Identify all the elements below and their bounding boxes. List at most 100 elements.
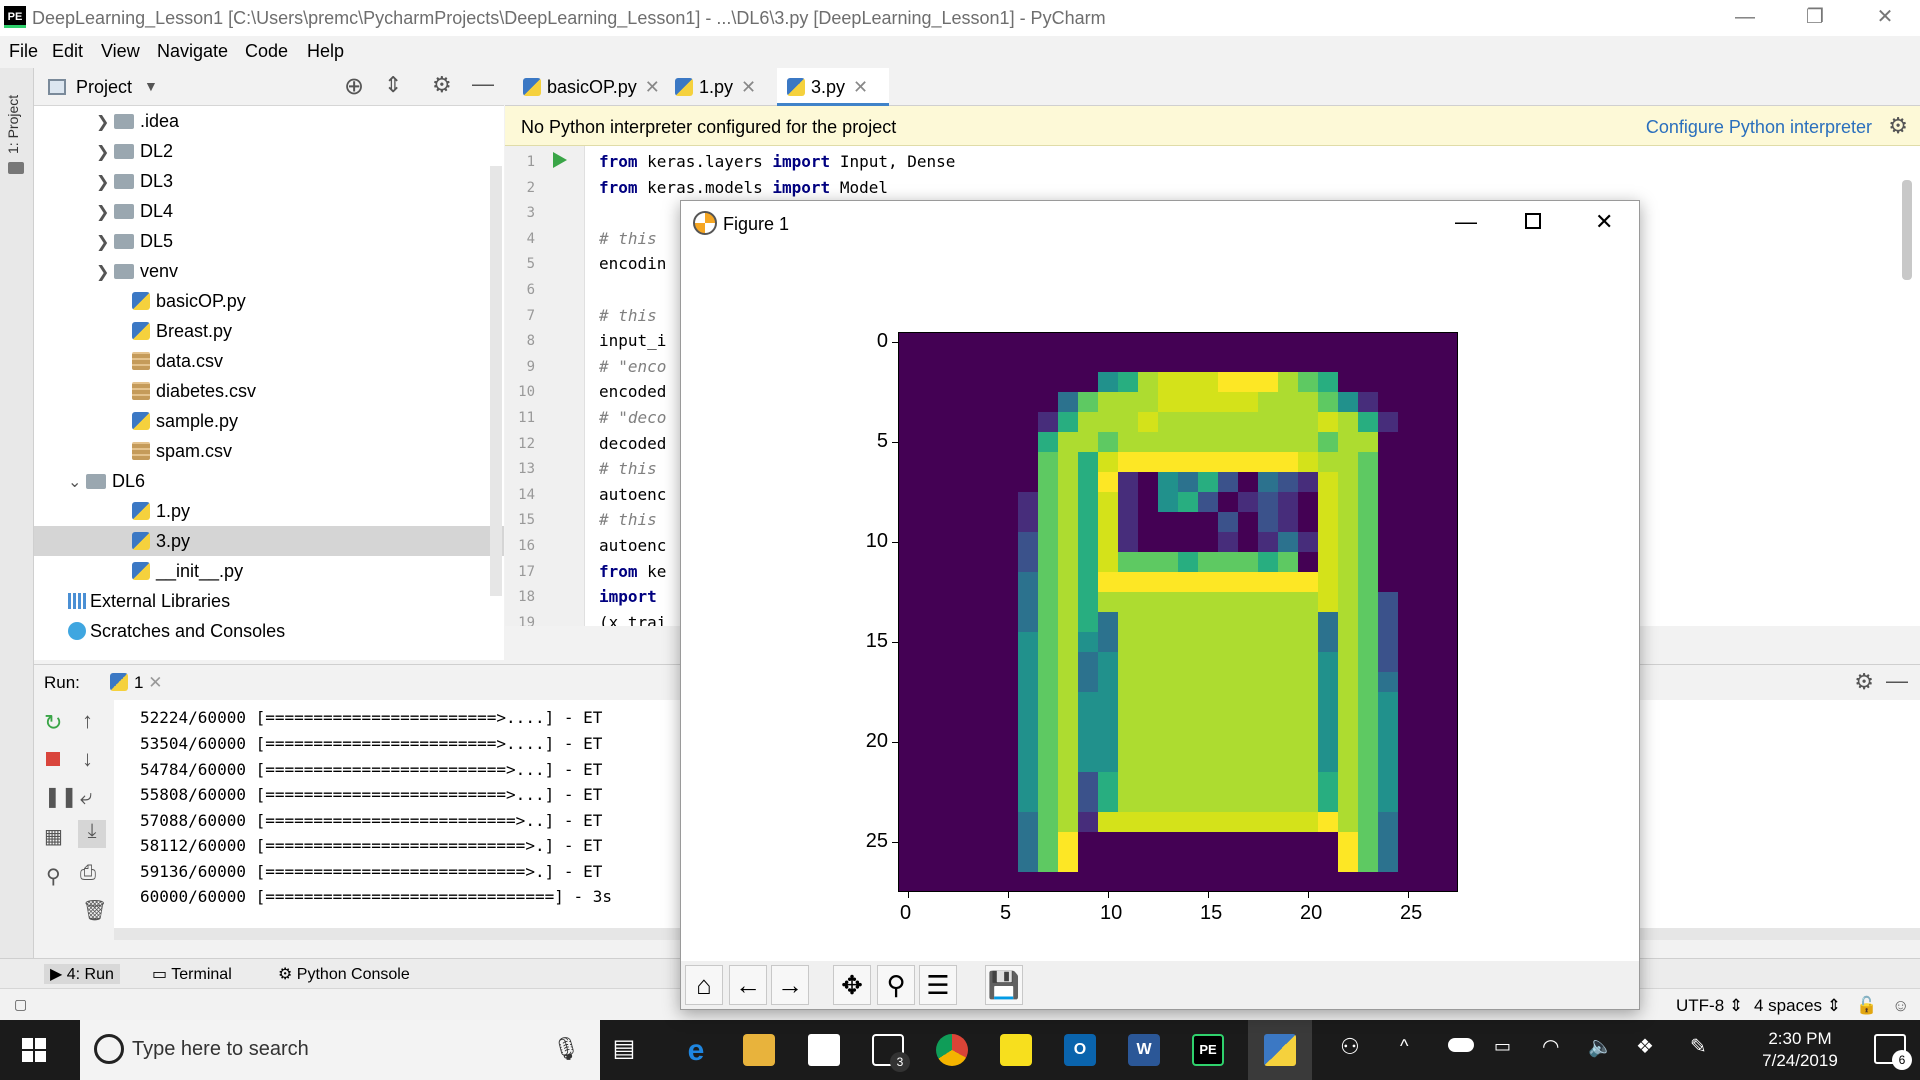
microphone-icon[interactable]: 🎙 bbox=[552, 1036, 580, 1061]
tree-item-dl4[interactable]: ❯ DL4 bbox=[96, 196, 173, 226]
gear-icon[interactable]: ⚙ bbox=[432, 72, 452, 97]
tree-item-idea[interactable]: ❯ .idea bbox=[96, 106, 179, 136]
file-explorer-icon[interactable] bbox=[743, 1034, 775, 1066]
gear-icon[interactable]: ⚙ bbox=[1888, 113, 1908, 138]
inspector-icon[interactable]: ☺ bbox=[1892, 996, 1910, 1015]
tree-item-diabetes-csv[interactable]: diabetes.csv bbox=[132, 376, 256, 406]
project-view-label[interactable]: Project bbox=[76, 77, 133, 97]
wifi-icon[interactable]: ◠ bbox=[1542, 1036, 1560, 1058]
taskbar-search[interactable]: Type here to search 🎙 bbox=[80, 1020, 600, 1080]
lock-icon[interactable]: 🔓 bbox=[1856, 996, 1878, 1015]
hide-panel-icon[interactable]: — bbox=[472, 71, 494, 96]
editor-scrollbar[interactable] bbox=[1902, 180, 1912, 280]
trash-icon[interactable]: 🗑 bbox=[82, 900, 108, 922]
menu-view[interactable]: View bbox=[101, 41, 140, 61]
tree-item-data-csv[interactable]: data.csv bbox=[132, 346, 223, 376]
chevron-up-icon[interactable]: ^ bbox=[1400, 1036, 1409, 1056]
pause-icon[interactable]: ❚❚ bbox=[44, 786, 78, 808]
action-center-icon[interactable]: 6 bbox=[1874, 1034, 1912, 1070]
word-icon[interactable]: W bbox=[1128, 1034, 1160, 1066]
arrow-down-icon[interactable]: ↓ bbox=[82, 746, 93, 771]
close-tab-icon[interactable]: ✕ bbox=[148, 673, 163, 692]
dropbox-icon[interactable]: ❖ bbox=[1636, 1036, 1654, 1058]
tree-item-sample[interactable]: sample.py bbox=[132, 406, 238, 436]
project-tool-button[interactable]: 1: Project bbox=[5, 94, 21, 154]
mail-icon[interactable]: 3 bbox=[872, 1034, 910, 1072]
configure-interpreter-link[interactable]: Configure Python interpreter bbox=[1645, 117, 1872, 137]
layout-icon[interactable]: ▦ bbox=[44, 826, 63, 848]
menu-edit[interactable]: Edit bbox=[52, 41, 84, 61]
pycharm-taskbar-icon[interactable]: PE bbox=[1192, 1034, 1224, 1066]
tree-item-1py[interactable]: 1.py bbox=[132, 496, 190, 526]
tab-basicop[interactable]: basicOP.py ✕ bbox=[513, 68, 665, 106]
system-clock[interactable]: 2:30 PM 7/24/2019 bbox=[1750, 1028, 1850, 1072]
minimize-icon[interactable]: — bbox=[1735, 6, 1755, 28]
onedrive-icon[interactable] bbox=[1448, 1038, 1474, 1052]
close-tab-icon[interactable]: ✕ bbox=[741, 77, 757, 97]
encoding-selector[interactable]: UTF-8 ⇕ bbox=[1676, 996, 1744, 1015]
chevron-down-icon[interactable]: ▼ bbox=[144, 78, 158, 94]
pen-icon[interactable]: ✎ bbox=[1690, 1036, 1707, 1058]
print-icon[interactable]: ⎙ bbox=[80, 862, 96, 884]
heatmap-plot[interactable]: 0 5 10 15 20 25 0 5 10 15 20 25 bbox=[866, 330, 1459, 924]
back-icon[interactable]: ← bbox=[729, 965, 767, 1005]
sticky-notes-icon[interactable] bbox=[1000, 1034, 1032, 1066]
zoom-icon[interactable]: ⚲ bbox=[877, 965, 915, 1005]
run-tab[interactable]: 1 ✕ bbox=[110, 673, 162, 693]
volume-icon[interactable]: 🔈 bbox=[1588, 1036, 1613, 1058]
tree-item-basicop[interactable]: basicOP.py bbox=[132, 286, 246, 316]
close-tab-icon[interactable]: ✕ bbox=[853, 77, 869, 97]
menu-navigate[interactable]: Navigate bbox=[157, 41, 229, 61]
tree-item-3py[interactable]: 3.py bbox=[34, 526, 504, 556]
close-icon[interactable]: ✕ bbox=[1595, 209, 1614, 234]
collapse-all-icon[interactable]: ⇕ bbox=[384, 72, 403, 97]
tree-item-init[interactable]: __init__.py bbox=[132, 556, 243, 586]
terminal-tool-button[interactable]: ▭ Terminal bbox=[152, 966, 232, 983]
home-icon[interactable]: ⌂ bbox=[685, 965, 723, 1005]
tree-item-scratches[interactable]: Scratches and Consoles bbox=[68, 616, 285, 646]
gear-icon[interactable]: ⚙ bbox=[1854, 669, 1874, 694]
save-icon[interactable]: 💾 bbox=[985, 965, 1023, 1005]
menu-help[interactable]: Help bbox=[307, 41, 345, 61]
run-tool-button[interactable]: ▶ 4: Run bbox=[44, 964, 120, 984]
locate-icon[interactable]: ⊕ bbox=[344, 73, 365, 100]
tree-item-venv[interactable]: ❯ venv bbox=[96, 256, 178, 286]
forward-icon[interactable]: → bbox=[771, 965, 809, 1005]
arrow-up-icon[interactable]: ↑ bbox=[82, 708, 93, 733]
close-tab-icon[interactable]: ✕ bbox=[644, 77, 660, 97]
pin-icon[interactable]: ⚲ bbox=[46, 866, 61, 888]
close-icon[interactable]: ✕ bbox=[1876, 6, 1894, 28]
indent-selector[interactable]: 4 spaces ⇕ bbox=[1754, 996, 1842, 1015]
run-gutter-icon[interactable] bbox=[553, 152, 567, 168]
rerun-icon[interactable]: ↻ bbox=[44, 710, 63, 735]
battery-icon[interactable]: ▭ bbox=[1494, 1036, 1512, 1056]
minimize-icon[interactable]: — bbox=[1455, 209, 1477, 234]
tree-item-dl3[interactable]: ❯ DL3 bbox=[96, 166, 173, 196]
menu-file[interactable]: File bbox=[9, 41, 39, 61]
chrome-icon[interactable] bbox=[936, 1034, 968, 1066]
stop-icon[interactable] bbox=[46, 752, 60, 766]
tab-3py[interactable]: 3.py ✕ bbox=[777, 68, 889, 106]
outlook-icon[interactable]: O bbox=[1064, 1034, 1096, 1066]
store-icon[interactable] bbox=[808, 1034, 840, 1066]
tree-item-spam-csv[interactable]: spam.csv bbox=[132, 436, 232, 466]
people-icon[interactable]: ⚇ bbox=[1340, 1034, 1360, 1059]
status-toggle-icon[interactable]: ▢ bbox=[14, 996, 28, 1012]
restore-icon[interactable]: ❐ bbox=[1806, 6, 1824, 28]
soft-wrap-icon[interactable]: ⤶ bbox=[80, 784, 93, 809]
menu-code[interactable]: Code bbox=[245, 41, 289, 61]
python-taskbar-slot[interactable] bbox=[1248, 1020, 1312, 1080]
tree-scrollbar[interactable] bbox=[490, 166, 502, 596]
tree-item-breast[interactable]: Breast.py bbox=[132, 316, 232, 346]
tree-item-dl6[interactable]: ⌄ DL6 bbox=[68, 466, 145, 496]
pan-icon[interactable]: ✥ bbox=[833, 965, 871, 1005]
tree-item-external-libraries[interactable]: External Libraries bbox=[68, 586, 230, 616]
maximize-icon[interactable] bbox=[1525, 213, 1541, 229]
configure-icon[interactable]: ☰ bbox=[919, 965, 957, 1005]
tab-1py[interactable]: 1.py ✕ bbox=[665, 68, 777, 106]
task-view-icon[interactable]: ▤ bbox=[612, 1035, 636, 1062]
python-console-tool-button[interactable]: ⚙ Python Console bbox=[278, 966, 410, 983]
scroll-to-end-icon[interactable]: ⤓ bbox=[78, 820, 106, 848]
start-icon[interactable] bbox=[22, 1038, 46, 1062]
edge-icon[interactable]: e bbox=[687, 1034, 705, 1067]
